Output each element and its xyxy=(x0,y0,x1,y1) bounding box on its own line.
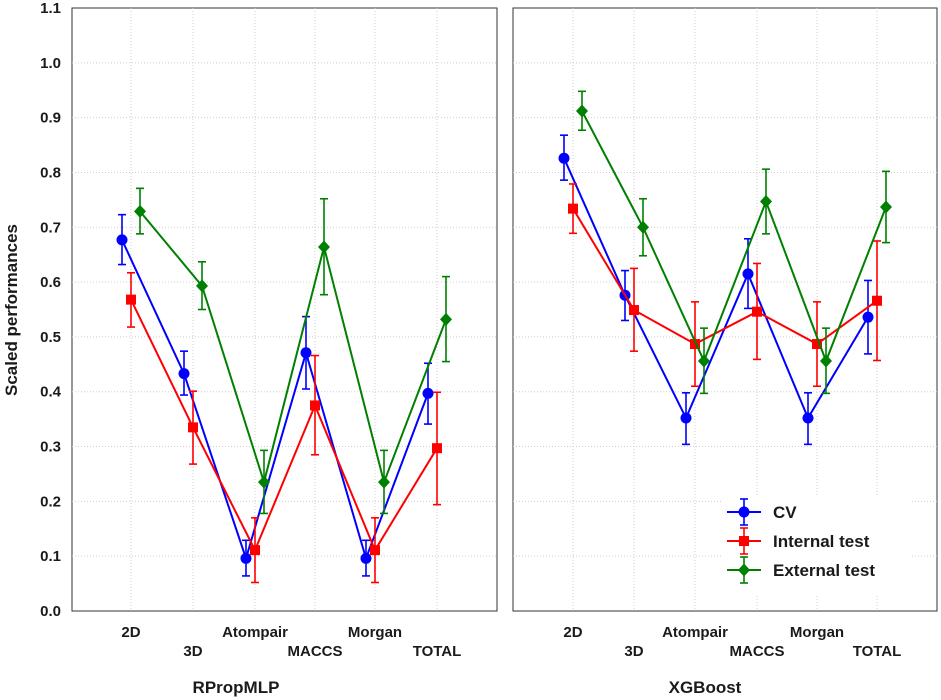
series-line xyxy=(572,208,878,346)
data-point xyxy=(820,354,832,368)
data-point xyxy=(188,422,198,433)
data-point xyxy=(178,368,190,380)
series-line xyxy=(130,299,438,553)
data-point xyxy=(576,104,588,118)
data-point xyxy=(250,545,260,556)
data-point xyxy=(318,240,330,254)
data-point xyxy=(742,268,754,280)
legend-entry: CV xyxy=(727,498,797,526)
panel-frame xyxy=(512,7,938,612)
series-line xyxy=(563,157,869,421)
data-point xyxy=(196,279,208,293)
data-point xyxy=(310,400,320,411)
data-point xyxy=(432,443,442,454)
y-tick-label: 0.3 xyxy=(40,439,61,456)
y-tick-labels: 0.0 0.1 0.2 0.3 0.4 0.5 0.6 0.7 0.8 0.9 1.0 1.1 xyxy=(40,0,62,620)
series-group xyxy=(116,187,452,584)
legend-label: CV xyxy=(773,503,797,522)
y-tick-label: 0.7 xyxy=(40,219,61,236)
y-tick-label: 0.4 xyxy=(40,384,62,401)
y-tick-label: 1.0 xyxy=(40,55,61,72)
y-tick-label: 0.1 xyxy=(40,548,61,565)
data-point xyxy=(698,354,710,368)
y-tick-label: 0.9 xyxy=(40,110,61,127)
x-axis-title-xgboost: XGBoost xyxy=(669,678,742,697)
x-tick-label: 3D xyxy=(183,643,202,660)
data-point xyxy=(370,545,380,556)
series-cv xyxy=(558,134,874,446)
legend-marker xyxy=(738,506,750,518)
y-tick-label: 0.5 xyxy=(40,329,61,346)
x-tick-label: Morgan xyxy=(348,624,402,641)
data-point xyxy=(258,475,270,489)
x-tick-label: Morgan xyxy=(790,624,844,641)
legend-entry: External test xyxy=(727,556,875,584)
series-group xyxy=(558,90,892,446)
legend-label: External test xyxy=(773,561,875,580)
data-point xyxy=(862,311,874,323)
data-point xyxy=(680,412,692,424)
x-tick-label: 2D xyxy=(563,624,582,641)
panel-frame xyxy=(71,7,498,612)
x-axis-title-rpropmlp: RPropMLP xyxy=(193,678,280,697)
y-tick-label: 0.0 xyxy=(40,603,61,620)
series-line xyxy=(121,239,429,562)
data-point xyxy=(134,204,146,218)
series-external-test xyxy=(134,187,452,515)
y-tick-label: 1.1 xyxy=(40,0,61,17)
data-point xyxy=(812,339,822,350)
data-point xyxy=(629,305,639,316)
x-tick-label: MACCS xyxy=(288,643,343,660)
legend-label: Internal test xyxy=(773,532,870,551)
legend-entry: Internal test xyxy=(727,527,870,555)
legend: CV Internal test External test xyxy=(722,496,912,596)
x-tick-label: Atompair xyxy=(662,624,728,641)
series-internal-test xyxy=(568,183,882,388)
data-point xyxy=(872,295,882,306)
x-tick-label: TOTAL xyxy=(853,643,902,660)
data-point xyxy=(300,347,312,359)
legend-marker xyxy=(739,536,749,546)
data-point xyxy=(880,200,892,214)
data-point xyxy=(760,195,772,209)
data-point xyxy=(360,552,372,564)
series-line xyxy=(139,210,447,486)
data-point xyxy=(568,203,578,214)
data-point xyxy=(752,306,762,317)
data-point xyxy=(802,412,814,424)
panel-rpropmlp: 0.0 0.1 0.2 0.3 0.4 0.5 0.6 0.7 0.8 0.9 1.0 1.1 2D 3… xyxy=(40,0,498,697)
y-axis-title: Scaled performances xyxy=(2,224,21,396)
data-point xyxy=(116,234,128,246)
data-point xyxy=(240,552,252,564)
y-tick-label: 0.6 xyxy=(40,274,61,291)
x-tick-label: 3D xyxy=(624,643,643,660)
data-point xyxy=(378,475,390,489)
data-point xyxy=(422,387,434,399)
data-point xyxy=(440,312,452,326)
y-tick-label: 0.2 xyxy=(40,493,61,510)
y-tick-label: 0.8 xyxy=(40,164,61,181)
data-point xyxy=(637,220,649,234)
x-tick-label: TOTAL xyxy=(413,643,462,660)
data-point xyxy=(558,152,570,164)
data-point xyxy=(126,294,136,305)
series-external-test xyxy=(576,90,892,395)
series-internal-test xyxy=(126,271,442,584)
legend-marker xyxy=(738,563,750,577)
x-tick-label: Atompair xyxy=(222,624,288,641)
data-point xyxy=(690,339,700,350)
series-line xyxy=(581,110,887,364)
x-tick-label: MACCS xyxy=(730,643,785,660)
series-cv xyxy=(116,213,434,577)
x-tick-label: 2D xyxy=(121,624,140,641)
